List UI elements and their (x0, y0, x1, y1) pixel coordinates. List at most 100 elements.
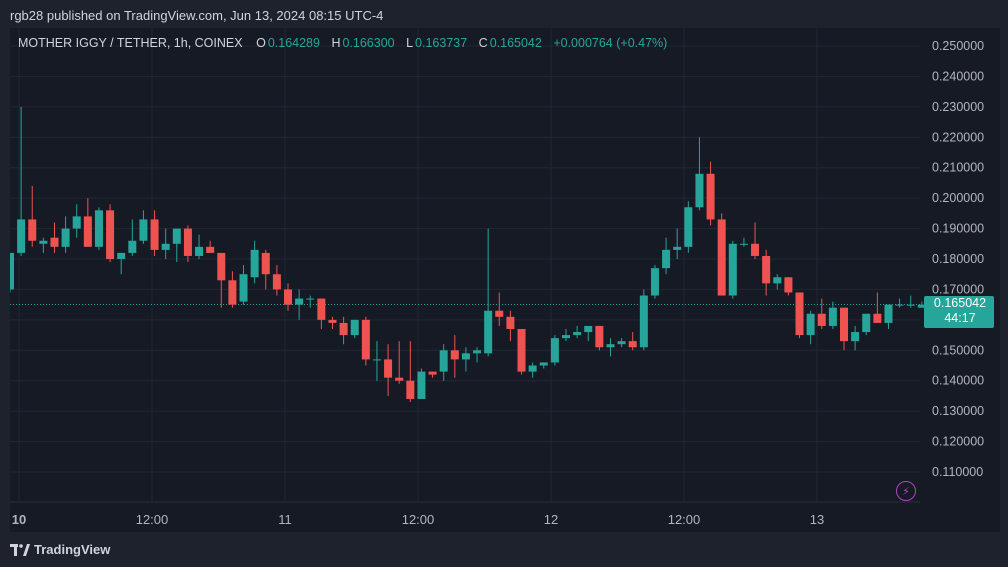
close-value: 0.165042 (489, 36, 542, 50)
candle (328, 316, 337, 329)
x-axis-labels: 10 12:00 11 12:00 12 12:00 13 (12, 512, 824, 527)
y-axis-labels: 0.250000 0.240000 0.230000 0.220000 0.210000… (932, 39, 984, 479)
y-tick-label: 0.140000 (932, 374, 984, 388)
candle (517, 328, 526, 375)
candle (851, 325, 860, 351)
candle (873, 292, 882, 323)
symbol-label[interactable]: MOTHER IGGY / TETHER, 1h, COINEX (18, 36, 243, 50)
chart-panel[interactable]: 0.250000 0.240000 0.230000 0.220000 0.210000… (10, 28, 1000, 532)
candle (762, 249, 771, 296)
candle-body (806, 313, 815, 336)
candle-body (217, 252, 226, 281)
candle-body (228, 280, 237, 305)
open-label: O (256, 36, 266, 50)
tradingview-logo-icon (10, 543, 30, 556)
candle-body (72, 216, 81, 229)
candle-body (495, 310, 504, 317)
candle-body (684, 207, 693, 247)
candle (250, 240, 259, 284)
candle-body (862, 313, 871, 333)
candle (639, 289, 648, 351)
candle (739, 237, 748, 247)
candle (117, 252, 126, 275)
candle-body (61, 228, 70, 247)
candle (428, 371, 437, 378)
candle (439, 344, 448, 381)
tradingview-brand[interactable]: TradingView (10, 542, 110, 557)
candle (10, 252, 14, 293)
candle-body (517, 328, 526, 372)
candle-body (161, 243, 170, 250)
candle-body (695, 173, 704, 208)
last-price-tag: 0.165042 44:17 (924, 296, 994, 328)
x-tick-label: 12 (544, 512, 558, 527)
candle-body (728, 243, 737, 296)
candle-body (50, 237, 59, 247)
candle (239, 265, 248, 305)
low-value: 0.163737 (415, 36, 468, 50)
candle-body (450, 350, 459, 360)
candle-body (306, 298, 315, 300)
candle-body (461, 353, 470, 360)
high-label: H (331, 36, 341, 50)
candle-body (384, 359, 393, 378)
candle (350, 319, 359, 339)
y-tick-label: 0.170000 (932, 282, 984, 296)
candle-body (817, 313, 826, 326)
candle-body (784, 277, 793, 293)
candle-body (751, 243, 760, 256)
candle-body (28, 219, 37, 241)
candle-body (550, 338, 559, 363)
candle-body (628, 341, 637, 348)
y-tick-label: 0.220000 (932, 130, 984, 144)
x-tick-label: 12:00 (402, 512, 435, 527)
candle (450, 335, 459, 378)
candle-body (739, 243, 748, 245)
lightning-bolt-icon[interactable]: ⚡︎ (896, 481, 916, 501)
candle-body (128, 240, 137, 253)
y-tick-label: 0.240000 (932, 69, 984, 83)
candle (172, 228, 181, 263)
candle (606, 338, 615, 357)
candle-body (573, 332, 582, 336)
y-tick-label: 0.190000 (932, 222, 984, 236)
candle-body (673, 246, 682, 250)
candle-body (361, 319, 370, 360)
x-tick-label: 12:00 (136, 512, 169, 527)
candle (906, 295, 915, 308)
candles (10, 106, 926, 403)
candle (195, 234, 204, 259)
candle (17, 106, 26, 256)
candle (784, 277, 793, 296)
candle-body (372, 359, 381, 361)
candle-body (595, 325, 604, 348)
candle (72, 204, 81, 238)
publisher-text: rgb28 published on TradingView.com, Jun … (10, 8, 384, 23)
y-tick-label: 0.210000 (932, 161, 984, 175)
candle-body (350, 319, 359, 336)
candle (306, 295, 315, 308)
candle-body (762, 255, 771, 284)
candle-body (851, 332, 860, 342)
candle (94, 207, 103, 250)
candle-body (183, 228, 192, 256)
candle-body (239, 274, 248, 302)
candle-body (94, 210, 103, 247)
candle-body (773, 277, 782, 284)
candle (384, 344, 393, 396)
x-tick-label: 13 (810, 512, 824, 527)
candle (773, 274, 782, 290)
candle (395, 341, 404, 384)
candle (840, 307, 848, 351)
candlestick-chart[interactable]: 0.250000 0.240000 0.230000 0.220000 0.210000… (10, 28, 1000, 532)
candle (50, 222, 59, 253)
candle (461, 347, 470, 372)
candle-body (106, 210, 115, 259)
candle (106, 204, 115, 263)
y-tick-label: 0.180000 (932, 252, 984, 266)
y-tick-label: 0.150000 (932, 343, 984, 357)
candle-body (639, 295, 648, 348)
candle-body (250, 249, 259, 278)
candle (528, 362, 537, 378)
candle (917, 301, 926, 308)
